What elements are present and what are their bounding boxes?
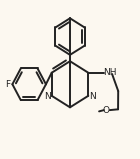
Text: F: F <box>5 80 11 89</box>
Text: NH: NH <box>103 68 116 77</box>
Text: N: N <box>44 92 50 101</box>
Text: N: N <box>90 92 96 101</box>
Text: O: O <box>103 106 110 115</box>
